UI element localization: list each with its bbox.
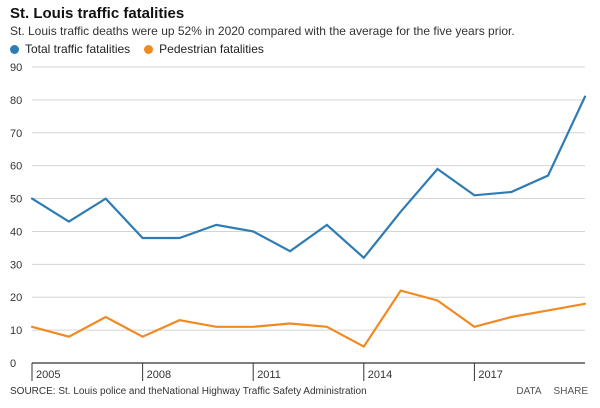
y-tick-label-0: 0 bbox=[10, 358, 16, 370]
x-tick-label-2011: 2011 bbox=[257, 369, 281, 381]
series-line-pedestrian-fatalities bbox=[30, 289, 587, 349]
legend-swatch-total bbox=[10, 44, 19, 54]
y-tick-label-70: 70 bbox=[10, 128, 22, 140]
legend-swatch-pedestrian bbox=[144, 44, 154, 54]
legend-label-pedestrian: Pedestrian fatalities bbox=[159, 42, 264, 56]
y-tick-label-50: 50 bbox=[10, 194, 22, 206]
footer-actions: DATA SHARE bbox=[504, 386, 588, 397]
data-link[interactable]: DATA bbox=[516, 386, 542, 397]
y-tick-label-20: 20 bbox=[10, 292, 22, 304]
x-tick-label-2008: 2008 bbox=[147, 369, 171, 381]
y-tick-label-80: 80 bbox=[10, 95, 22, 107]
legend-label-total: Total traffic fatalities bbox=[25, 42, 131, 56]
y-tick-label-10: 10 bbox=[10, 325, 22, 337]
y-tick-label-40: 40 bbox=[10, 226, 22, 238]
chart-legend: Total traffic fatalities Pedestrian fata… bbox=[10, 42, 278, 56]
chart-title: St. Louis traffic fatalities bbox=[10, 5, 185, 22]
chart-subtitle: St. Louis traffic deaths were up 52% in … bbox=[10, 24, 515, 38]
share-link[interactable]: SHARE bbox=[553, 386, 588, 397]
legend-item-total: Total traffic fatalities bbox=[10, 42, 130, 56]
y-tick-label-60: 60 bbox=[10, 161, 22, 173]
x-tick-label-2017: 2017 bbox=[478, 369, 502, 381]
y-tick-label-90: 90 bbox=[10, 62, 22, 74]
y-tick-label-30: 30 bbox=[10, 259, 22, 271]
source-note: SOURCE: St. Louis police and theNational… bbox=[10, 386, 367, 397]
x-tick-label-2005: 2005 bbox=[36, 369, 60, 381]
x-tick-label-2014: 2014 bbox=[368, 369, 392, 381]
legend-item-pedestrian: Pedestrian fatalities bbox=[144, 42, 264, 56]
series-line-total-fatalities bbox=[30, 95, 587, 260]
